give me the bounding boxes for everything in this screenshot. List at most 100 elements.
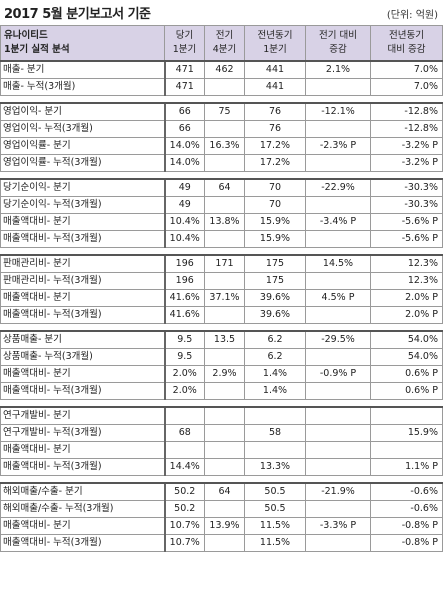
page-title: 2017 5월 분기보고서 기준 <box>4 7 151 22</box>
table-row: 당기순이익- 분기 49 64 70 -22.9% -30.3% <box>0 178 443 197</box>
current-quarter-value: 10.4% <box>163 213 205 231</box>
qoq-change-value <box>305 458 371 476</box>
row-label: 매출- 누적(3개월) <box>0 78 165 96</box>
previous-quarter-value <box>204 500 245 518</box>
current-quarter-value: 50.2 <box>163 500 205 518</box>
group-spacer <box>0 247 443 256</box>
row-label: 해외매출/수출- 분기 <box>0 482 165 501</box>
row-label: 매출액대비- 누적(3개월) <box>0 534 165 552</box>
previous-quarter-value: 75 <box>204 102 245 121</box>
yoy-change-value: -0.6% <box>370 482 443 501</box>
header-company-cell: 유나이티드 1분기 실적 분석 <box>0 25 165 62</box>
yoy-change-value <box>370 406 443 425</box>
prior-year-value: 175 <box>244 254 306 273</box>
previous-quarter-value: 13.5 <box>204 330 245 349</box>
prior-year-value: 15.9% <box>244 230 306 248</box>
qoq-change-value <box>305 230 371 248</box>
qoq-change-value <box>305 500 371 518</box>
table-row: 연구개발비- 분기 <box>0 406 443 425</box>
prior-year-value: 13.3% <box>244 458 306 476</box>
table-row: 영업이익률- 누적(3개월) 14.0% 17.2% -3.2% P <box>0 154 443 172</box>
row-label: 매출액대비- 분기 <box>0 289 165 307</box>
yoy-change-value: -12.8% <box>370 102 443 121</box>
header-prior-year-quarter: 전년동기 1분기 <box>244 25 306 62</box>
qoq-change-value <box>305 78 371 96</box>
group-spacer <box>0 323 443 332</box>
qoq-change-value <box>305 306 371 324</box>
current-quarter-value: 66 <box>163 120 205 138</box>
qoq-change-value: -3.4% P <box>305 213 371 231</box>
row-label: 매출액대비- 분기 <box>0 213 165 231</box>
table-row: 매출액대비- 누적(3개월) 10.4% 15.9% -5.6% P <box>0 230 443 248</box>
prior-year-value: 1.4% <box>244 365 306 383</box>
yoy-change-value: 15.9% <box>370 424 443 442</box>
prior-year-value: 175 <box>244 272 306 290</box>
previous-quarter-value <box>204 306 245 324</box>
row-label: 매출액대비- 누적(3개월) <box>0 230 165 248</box>
yoy-change-value: 54.0% <box>370 348 443 366</box>
qoq-change-value: -29.5% <box>305 330 371 349</box>
row-label: 영업이익률- 누적(3개월) <box>0 154 165 172</box>
yoy-change-value: 2.0% P <box>370 306 443 324</box>
prior-year-value: 39.6% <box>244 289 306 307</box>
row-label: 매출액대비- 분기 <box>0 441 165 459</box>
row-label: 상품매출- 분기 <box>0 330 165 349</box>
yoy-change-value: 0.6% P <box>370 382 443 400</box>
row-label: 연구개발비- 분기 <box>0 406 165 425</box>
current-quarter-value: 9.5 <box>163 348 205 366</box>
current-quarter-value: 10.7% <box>163 534 205 552</box>
previous-quarter-value <box>204 382 245 400</box>
previous-quarter-value: 16.3% <box>204 137 245 155</box>
current-quarter-value: 49 <box>163 178 205 197</box>
header-previous-quarter: 전기 4분기 <box>204 25 245 62</box>
table-row: 연구개발비- 누적(3개월) 68 58 15.9% <box>0 424 443 442</box>
current-quarter-value: 14.0% <box>163 154 205 172</box>
yoy-change-value: 2.0% P <box>370 289 443 307</box>
row-label: 매출액대비- 누적(3개월) <box>0 458 165 476</box>
qoq-change-value <box>305 348 371 366</box>
yoy-change-value: 1.1% P <box>370 458 443 476</box>
yoy-change-value: 0.6% P <box>370 365 443 383</box>
qoq-change-value <box>305 154 371 172</box>
table-row: 매출- 분기 471 462 441 2.1% 7.0% <box>0 60 443 79</box>
qoq-change-value <box>305 120 371 138</box>
current-quarter-value: 50.2 <box>163 482 205 501</box>
prior-year-value: 76 <box>244 120 306 138</box>
qoq-change-value: 2.1% <box>305 60 371 79</box>
current-quarter-value: 9.5 <box>163 330 205 349</box>
previous-quarter-value <box>204 230 245 248</box>
previous-quarter-value: 2.9% <box>204 365 245 383</box>
unit-label: (단위: 억원) <box>386 10 438 21</box>
qoq-change-value <box>305 272 371 290</box>
company-name: 유나이티드 <box>4 30 48 41</box>
current-quarter-value: 2.0% <box>163 365 205 383</box>
row-label: 매출액대비- 누적(3개월) <box>0 306 165 324</box>
qoq-change-value: -21.9% <box>305 482 371 501</box>
previous-quarter-value <box>204 534 245 552</box>
row-label: 영업이익- 분기 <box>0 102 165 121</box>
prior-year-value: 6.2 <box>244 348 306 366</box>
current-quarter-value: 66 <box>163 102 205 121</box>
current-quarter-value <box>163 406 205 425</box>
table-row: 매출액대비- 누적(3개월) 2.0% 1.4% 0.6% P <box>0 382 443 400</box>
qoq-change-value <box>305 441 371 459</box>
table-row: 매출액대비- 분기 <box>0 441 443 459</box>
table-row: 당기순이익- 누적(3개월) 49 70 -30.3% <box>0 196 443 214</box>
header-yoy-change: 전년동기 대비 증감 <box>370 25 443 62</box>
prior-year-value: 1.4% <box>244 382 306 400</box>
row-label: 당기순이익- 누적(3개월) <box>0 196 165 214</box>
group-spacer <box>0 399 443 408</box>
yoy-change-value: -3.2% P <box>370 154 443 172</box>
yoy-change-value: -30.3% <box>370 178 443 197</box>
prior-year-value <box>244 441 306 459</box>
qoq-change-value <box>305 382 371 400</box>
group-spacer <box>0 171 443 180</box>
row-label: 해외매출/수출- 누적(3개월) <box>0 500 165 518</box>
qoq-change-value <box>305 196 371 214</box>
row-label: 매출액대비- 누적(3개월) <box>0 382 165 400</box>
yoy-change-value: -12.8% <box>370 120 443 138</box>
prior-year-value: 441 <box>244 60 306 79</box>
previous-quarter-value <box>204 78 245 96</box>
group-spacer <box>0 95 443 104</box>
yoy-change-value: 7.0% <box>370 60 443 79</box>
